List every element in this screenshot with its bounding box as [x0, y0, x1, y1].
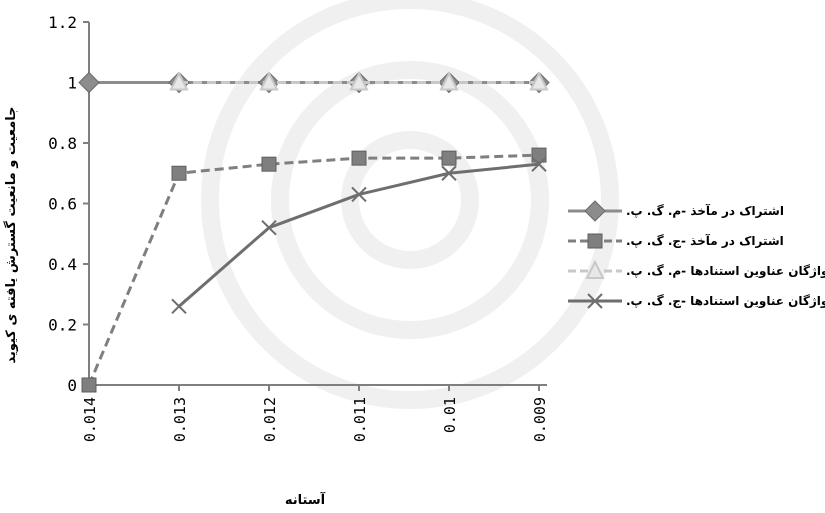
data-point: [351, 186, 367, 203]
data-point: [441, 165, 457, 181]
legend-label: واژگان عناوین استنادها -م. گ. پ.: [626, 264, 825, 278]
y-tick-label: 0.2: [48, 316, 77, 335]
data-point: [78, 71, 100, 94]
axes: 0 0.2 0.4 0.6 0.8 1 1.2 0.014 0.013 0.012 0.011 0.0…: [48, 13, 549, 442]
data-point: [171, 165, 187, 181]
legend-item: اشتراک در مآخذ -م. گ. پ.: [566, 196, 824, 226]
legend-item: واژگان عناوین استنادها -م. گ. پ.: [566, 256, 825, 286]
x-tick-label: 0.014: [81, 397, 99, 442]
x-axis-label: آستانه: [284, 493, 326, 508]
x-marker-stroke: [441, 165, 457, 181]
y-tick-label: 0.8: [48, 134, 77, 153]
data-point: [441, 150, 457, 166]
data-point: [171, 298, 187, 315]
legend-swatch-series-2: [568, 233, 622, 249]
legend-item: واژگان عناوین استنادها -ج. گ. پ.: [566, 286, 825, 316]
x-tick-label: 0.009: [531, 397, 549, 442]
x-tick-label: 0.01: [441, 397, 459, 433]
data-point: [351, 150, 367, 166]
x-marker-stroke: [587, 293, 603, 309]
data-point: [81, 377, 97, 393]
x-tick-label: 0.011: [351, 397, 369, 442]
data-point: [439, 71, 459, 91]
y-tick-label: 0: [67, 376, 77, 395]
legend-item: اشتراک در مآخذ -ج. گ. پ.: [566, 226, 824, 256]
data-point: [531, 156, 547, 172]
data-point: [259, 71, 279, 91]
y-axis-label: جامعیت و مانعیت گسترش یافته ی کیوید: [4, 106, 19, 364]
legend-label: واژگان عناوین استنادها -ج. گ. پ.: [626, 294, 825, 308]
data-point: [531, 147, 547, 163]
x-marker-stroke: [531, 156, 547, 172]
data-point: [529, 71, 549, 91]
series-layer: [78, 71, 550, 393]
data-point: [261, 156, 277, 172]
x-marker-stroke: [351, 186, 367, 203]
legend-label: اشتراک در مآخذ -م. گ. پ.: [626, 204, 784, 218]
x-marker-stroke: [261, 219, 277, 236]
x-tick-label: 0.012: [261, 397, 279, 442]
legend-swatch-series-4: [568, 293, 622, 309]
y-tick-label: 1.2: [48, 13, 77, 32]
series-line-4: [178, 162, 540, 308]
legend-marker: [587, 233, 603, 249]
legend-marker: [584, 200, 606, 222]
x-marker-stroke: [171, 298, 187, 315]
y-tick-label: 1: [67, 74, 77, 93]
x-tick-label: 0.013: [171, 397, 189, 442]
legend-marker: [587, 293, 603, 309]
series-line-2: [87, 153, 540, 386]
data-point: [349, 71, 369, 91]
y-tick-label: 0.4: [48, 255, 77, 274]
legend-marker: [585, 259, 605, 279]
data-point: [169, 71, 189, 91]
legend-swatch-series-3: [568, 259, 622, 279]
legend: اشتراک در مآخذ -م. گ. پ. اشتراک در مآخذ …: [566, 196, 825, 316]
y-tick-label: 0.6: [48, 195, 77, 214]
legend-label: اشتراک در مآخذ -ج. گ. پ.: [626, 234, 784, 248]
legend-swatch-series-1: [568, 200, 622, 222]
data-point: [261, 219, 277, 236]
